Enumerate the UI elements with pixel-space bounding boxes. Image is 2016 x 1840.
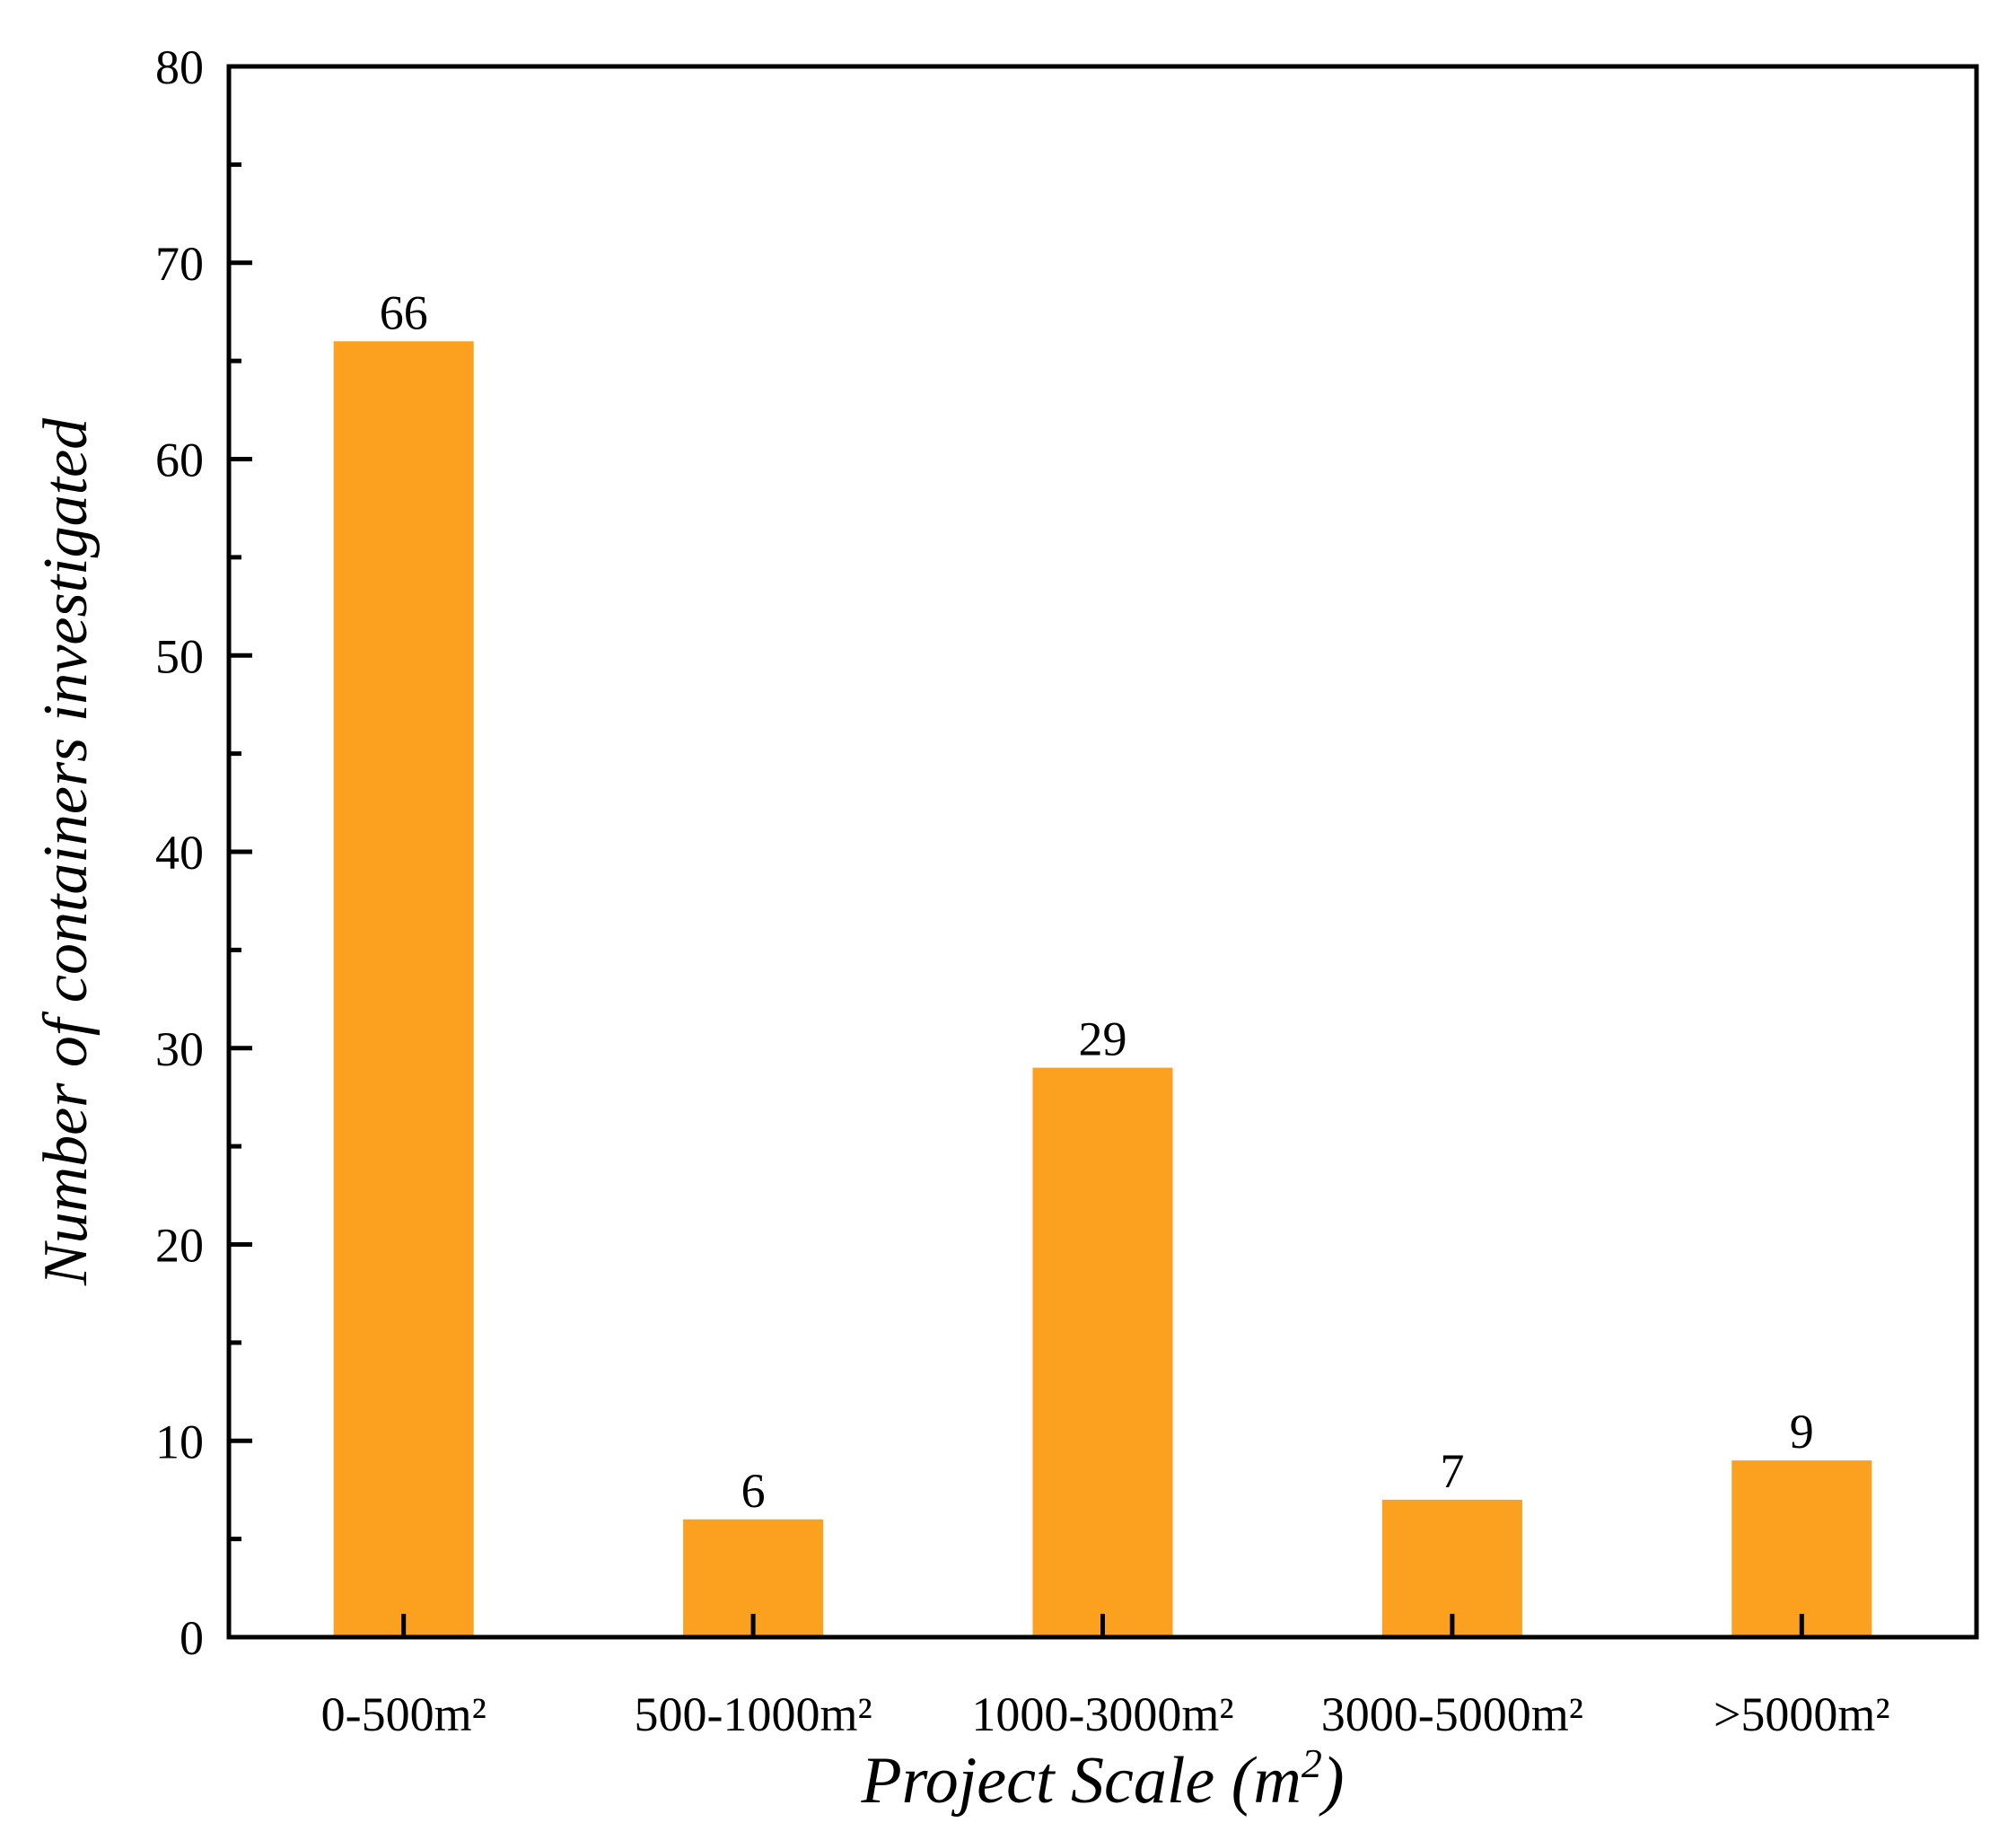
x-category-label-4: 3000-5000m²	[1321, 1687, 1583, 1741]
y-tick-label-70: 70	[155, 237, 204, 291]
x-category-label-2: 500-1000m²	[635, 1687, 872, 1741]
y-tick-label-50: 50	[155, 629, 204, 683]
data-label-2: 6	[741, 1464, 766, 1518]
data-label-1: 66	[380, 285, 428, 339]
y-tick-label-0: 0	[180, 1611, 204, 1665]
data-label-4: 7	[1440, 1444, 1464, 1498]
y-axis-title: Number of containers investigated	[31, 417, 101, 1286]
bar-5	[1731, 1460, 1872, 1637]
bar-1	[333, 341, 474, 1637]
x-axis-ticks	[401, 1614, 1804, 1637]
x-category-label-1: 0-500m²	[321, 1687, 486, 1741]
x-axis-title: Project Scale (m2)	[860, 1740, 1344, 1818]
data-label-3: 29	[1079, 1012, 1127, 1066]
y-tick-label-60: 60	[155, 434, 204, 487]
x-category-label-5: >5000m²	[1714, 1687, 1890, 1741]
y-axis-tick-labels: 0 10 20 30 40 50 60 70 80	[155, 40, 204, 1665]
bar-3	[1032, 1067, 1173, 1637]
y-tick-label-80: 80	[155, 40, 204, 94]
x-axis-title-main: Project Scale (m	[860, 1744, 1301, 1818]
bars-group	[333, 341, 1872, 1637]
x-axis-title-suffix: )	[1319, 1744, 1345, 1818]
y-axis-ticks	[229, 64, 252, 1640]
x-axis-title-superscript: 2	[1302, 1740, 1322, 1786]
x-category-label-3: 1000-3000m²	[971, 1687, 1233, 1741]
y-tick-label-40: 40	[155, 826, 204, 880]
x-axis-category-labels: 0-500m² 500-1000m² 1000-3000m² 3000-5000m² >…	[321, 1687, 1890, 1741]
data-label-5: 9	[1790, 1405, 1814, 1459]
y-tick-label-10: 10	[155, 1415, 204, 1468]
y-tick-label-30: 30	[155, 1022, 204, 1076]
y-tick-label-20: 20	[155, 1219, 204, 1273]
